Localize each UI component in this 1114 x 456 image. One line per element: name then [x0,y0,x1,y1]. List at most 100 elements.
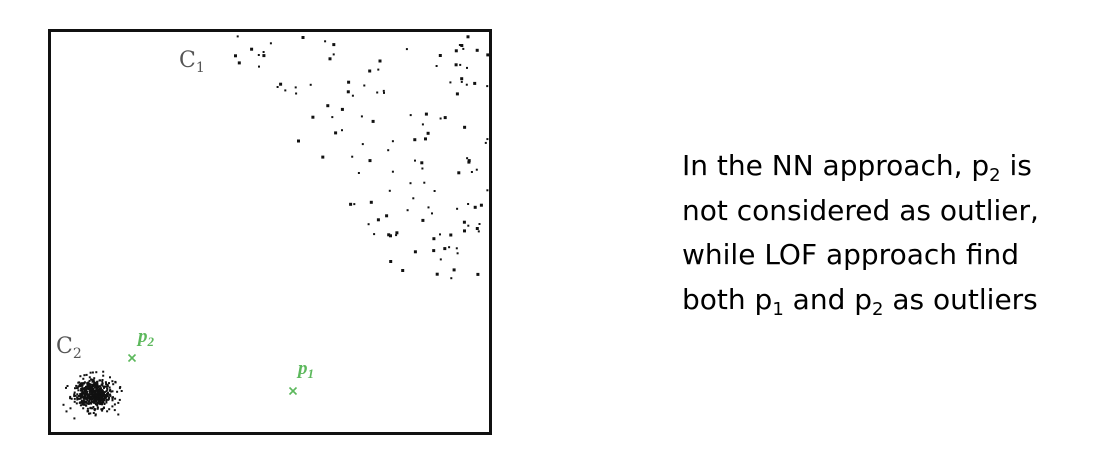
c2-point [78,394,81,397]
c2-point [90,388,93,391]
c2-point [95,389,98,392]
c1-point [236,35,239,38]
c1-point [269,42,272,45]
c2-point [86,390,88,393]
c2-point [106,410,109,413]
c1-point [421,218,425,222]
c2-point [81,388,84,391]
c2-point [86,410,89,413]
c2-point [88,379,91,382]
c2-point [104,381,107,384]
c2-point [102,395,105,398]
c1-point [466,35,470,39]
c1-point [467,159,471,163]
c1-point [467,203,470,205]
c1-point [301,36,305,39]
c2-point [103,403,106,405]
c2-point [87,394,90,396]
c2-point [76,398,79,401]
c2-point [79,385,82,387]
c1-point [475,168,478,171]
c2-point [93,401,95,404]
c2-point [92,387,95,390]
c1-point [424,137,427,141]
c2-point [65,410,68,413]
c2-point [90,393,93,396]
c2-point [86,399,89,402]
c2-point [96,380,99,383]
c2-point [73,393,76,396]
c2-point [102,385,105,388]
c2-point [94,402,97,405]
c2-point [94,394,97,397]
outlier-p1-marker [288,386,298,396]
c2-point [97,385,100,388]
c2-point [89,398,91,401]
caption-line-1: In the NN approach, p2 is [682,149,1032,186]
c1-point [439,233,441,236]
c2-point [120,390,123,392]
c2-point [99,387,102,390]
c2-point [106,392,108,395]
c2-point [81,403,84,406]
c1-point [385,214,389,218]
c1-point [433,190,436,192]
c2-point [101,408,104,410]
c2-point [74,387,76,390]
c1-point [383,91,385,94]
c2-point [96,407,99,410]
c1-point [432,249,436,253]
outlier-p2-label: p2 [136,326,155,349]
c1-point [341,129,343,132]
c2-point [82,399,85,402]
c1-point [376,218,380,222]
c2-point [75,384,78,387]
c1-point [432,237,436,241]
c2-point [73,395,76,397]
c2-point [85,396,88,399]
c2-point [81,395,84,398]
c2-point [111,397,114,400]
c1-point [311,115,315,119]
c1-point [387,149,390,152]
c1-point [369,200,373,204]
c2-point [77,385,80,388]
c1-point [324,40,327,43]
c1-point [449,233,453,237]
c2-point [76,396,79,399]
c2-point [90,378,93,381]
c2-point [99,385,101,388]
c2-point [106,388,109,391]
c2-point [93,397,95,400]
c2-point [79,375,82,378]
c1-point [467,224,470,227]
c1-point [420,161,424,165]
c2-point [87,384,90,387]
c2-point [77,389,80,392]
c2-point [89,412,92,415]
c2-point [78,401,81,404]
c2-point [80,401,82,404]
c2-point [95,399,98,402]
c2-point [81,384,84,387]
c2-point [103,397,105,400]
c2-point [81,390,84,393]
c1-point [466,157,469,160]
c1-point [462,220,466,224]
c2-point [91,389,94,392]
c1-point [455,247,458,250]
c1-point [460,77,464,81]
c2-point [85,392,88,394]
c1-point [449,81,452,84]
outlier-p1-label: p1 [296,358,314,381]
c2-point [98,388,101,391]
c2-point [91,371,94,374]
cluster-c1-points [234,35,490,280]
c2-point [111,380,114,383]
c1-point [455,92,459,96]
c1-point [486,85,489,88]
c2-point [105,396,107,399]
c2-point [66,385,69,387]
c2-point [108,396,111,399]
c2-point [116,390,119,393]
